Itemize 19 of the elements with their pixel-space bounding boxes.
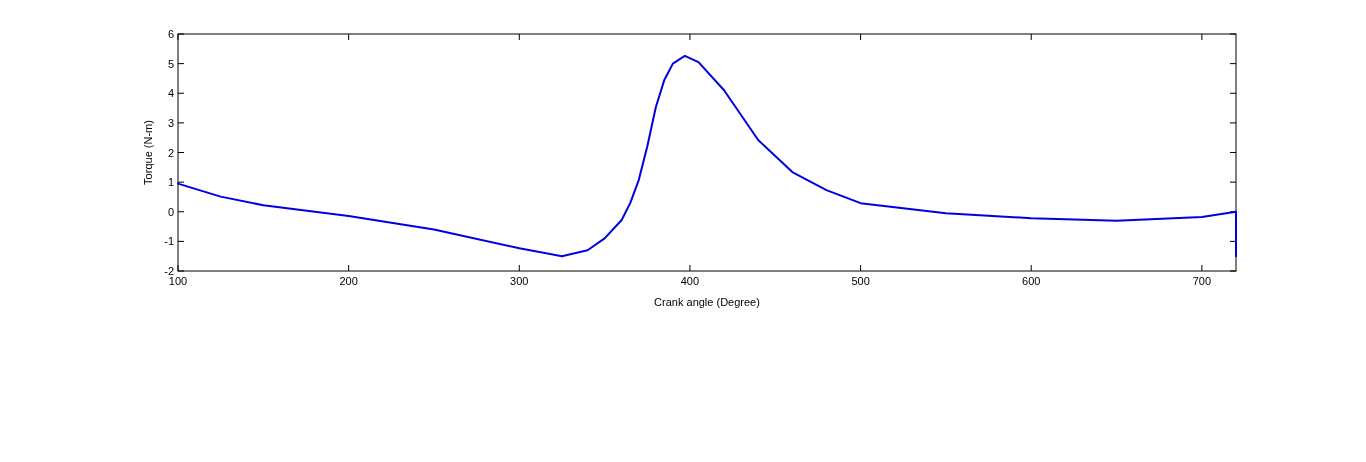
x-tick-label: 700 <box>1192 275 1212 287</box>
y-tick-label: 2 <box>167 146 174 159</box>
x-tick-label: 300 <box>510 275 529 287</box>
y-tick-label: -1 <box>164 235 174 248</box>
y-tick-label: 4 <box>167 87 174 100</box>
x-tick-label: 200 <box>339 275 358 287</box>
y-tick-label: -2 <box>164 265 174 277</box>
x-tick-label: 600 <box>1022 275 1041 287</box>
line-series <box>177 54 1237 258</box>
x-tick-label: 100 <box>168 275 188 287</box>
y-tick-label: 1 <box>167 176 174 189</box>
y-tick-label: 0 <box>167 205 174 218</box>
x-tick-label: 500 <box>851 275 870 287</box>
x-axis-title: Crank angle (Degree) <box>654 296 760 308</box>
y-tick-label: 6 <box>167 28 174 40</box>
x-tick-label: 400 <box>680 275 700 287</box>
y-tick-label: 5 <box>167 57 174 70</box>
y-tick-label: 3 <box>167 116 174 129</box>
y-axis-title: Torque (N-m) <box>142 120 154 185</box>
